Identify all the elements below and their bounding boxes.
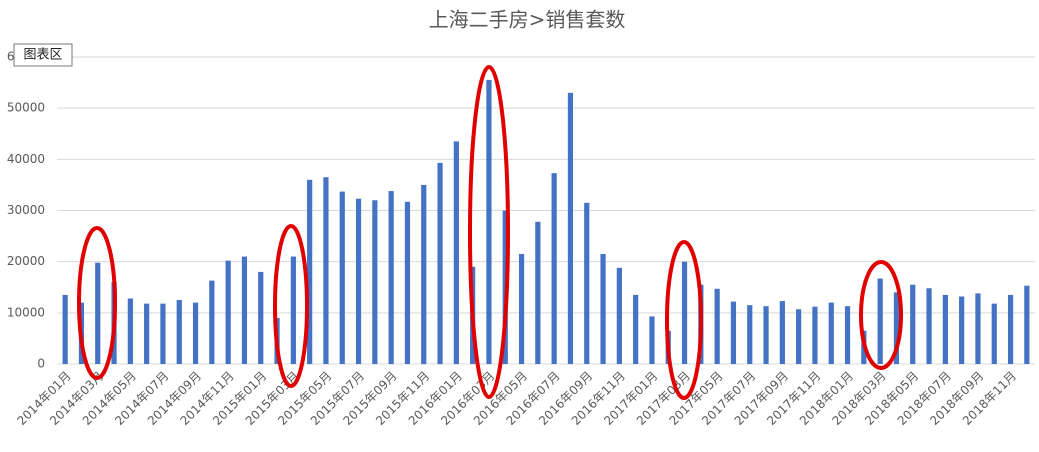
bar [176,300,182,364]
bar [372,200,378,364]
bar [779,301,785,364]
bar [160,303,166,364]
bar [551,173,557,364]
bar [258,271,264,364]
bar [486,80,492,365]
y-tick-label: 10000 [7,305,45,319]
y-tick-label: 40000 [7,152,45,166]
bar [290,256,296,364]
bar [959,296,965,364]
chart-title: 上海二手房>销售套数 [429,8,626,32]
bar [62,294,68,364]
bar [730,301,737,364]
bar [942,294,948,364]
bar [518,253,525,364]
bar [747,305,753,364]
bar [437,162,443,364]
bar [633,294,639,364]
bar [1024,285,1030,364]
bar [600,253,606,364]
bar [144,303,150,364]
bar [926,288,932,364]
y-tick-label: 50000 [7,101,45,115]
bar [828,302,834,364]
bar [1007,294,1014,364]
bar [567,92,574,365]
bar [453,141,459,364]
highlight-oval [665,240,703,400]
highlight-oval [273,224,309,388]
bar [714,288,720,364]
bar [893,292,900,364]
y-tick-label: 0 [37,357,45,371]
bar [796,309,802,364]
y-tick-label: 30000 [7,203,45,217]
bar [616,267,622,364]
bar [388,191,394,364]
bar [681,261,688,364]
bar [535,221,541,364]
bar [649,316,655,364]
y-tick-label: 20000 [7,254,45,268]
tooltip-box [13,43,73,67]
bar [584,202,590,364]
bar [307,179,313,364]
bar [127,298,133,364]
bar [763,306,769,364]
bar [192,302,199,364]
bar [991,303,997,364]
bar [910,284,916,364]
highlight-oval [468,65,510,399]
plot-area: 01000020000300004000050000600002014年01月2… [7,50,1035,428]
bar [355,198,362,364]
bar [812,306,818,364]
highlight-oval [77,226,117,380]
bar [95,262,101,364]
bar [225,260,231,364]
bar [844,306,851,364]
bar [975,293,981,364]
highlight-oval [859,260,903,370]
bar [421,184,427,364]
tooltip: 图表区 [23,48,62,63]
bar [241,256,248,364]
bar [339,191,345,364]
bar [209,280,215,364]
bar [404,201,411,364]
bar [323,177,329,364]
bar [877,278,883,364]
